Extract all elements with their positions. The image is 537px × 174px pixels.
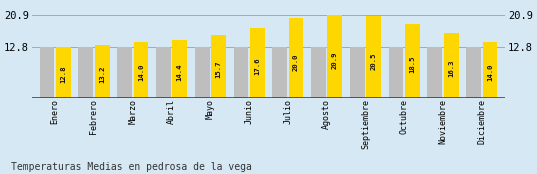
Bar	[56, 47, 71, 98]
Bar	[366, 16, 381, 98]
Bar	[134, 42, 148, 98]
Text: 14.0: 14.0	[487, 64, 493, 81]
Text: 17.6: 17.6	[254, 57, 260, 75]
Text: 13.2: 13.2	[99, 65, 105, 83]
Bar	[405, 24, 420, 98]
Text: 12.8: 12.8	[60, 66, 67, 83]
Bar	[117, 47, 132, 98]
Bar	[289, 18, 303, 98]
Bar	[444, 33, 459, 98]
Bar	[483, 42, 497, 98]
Text: 18.5: 18.5	[409, 56, 416, 73]
Bar	[250, 28, 265, 98]
Bar	[427, 47, 442, 98]
Bar	[78, 47, 93, 98]
Bar	[350, 47, 365, 98]
Text: 14.4: 14.4	[177, 63, 183, 81]
Bar	[466, 47, 481, 98]
Text: 20.0: 20.0	[293, 53, 299, 70]
Text: Temperaturas Medias en pedrosa de la vega: Temperaturas Medias en pedrosa de la veg…	[11, 162, 252, 172]
Bar	[156, 47, 171, 98]
Bar	[95, 45, 110, 98]
Bar	[328, 14, 342, 98]
Bar	[172, 40, 187, 98]
Text: 20.5: 20.5	[371, 52, 376, 70]
Bar	[195, 47, 209, 98]
Text: 20.9: 20.9	[332, 52, 338, 69]
Text: 15.7: 15.7	[215, 61, 221, 78]
Bar	[389, 47, 403, 98]
Bar	[272, 47, 287, 98]
Bar	[311, 47, 326, 98]
Text: 16.3: 16.3	[448, 60, 454, 77]
Bar	[234, 47, 248, 98]
Text: 14.0: 14.0	[138, 64, 144, 81]
Bar	[211, 35, 226, 98]
Bar	[40, 47, 54, 98]
